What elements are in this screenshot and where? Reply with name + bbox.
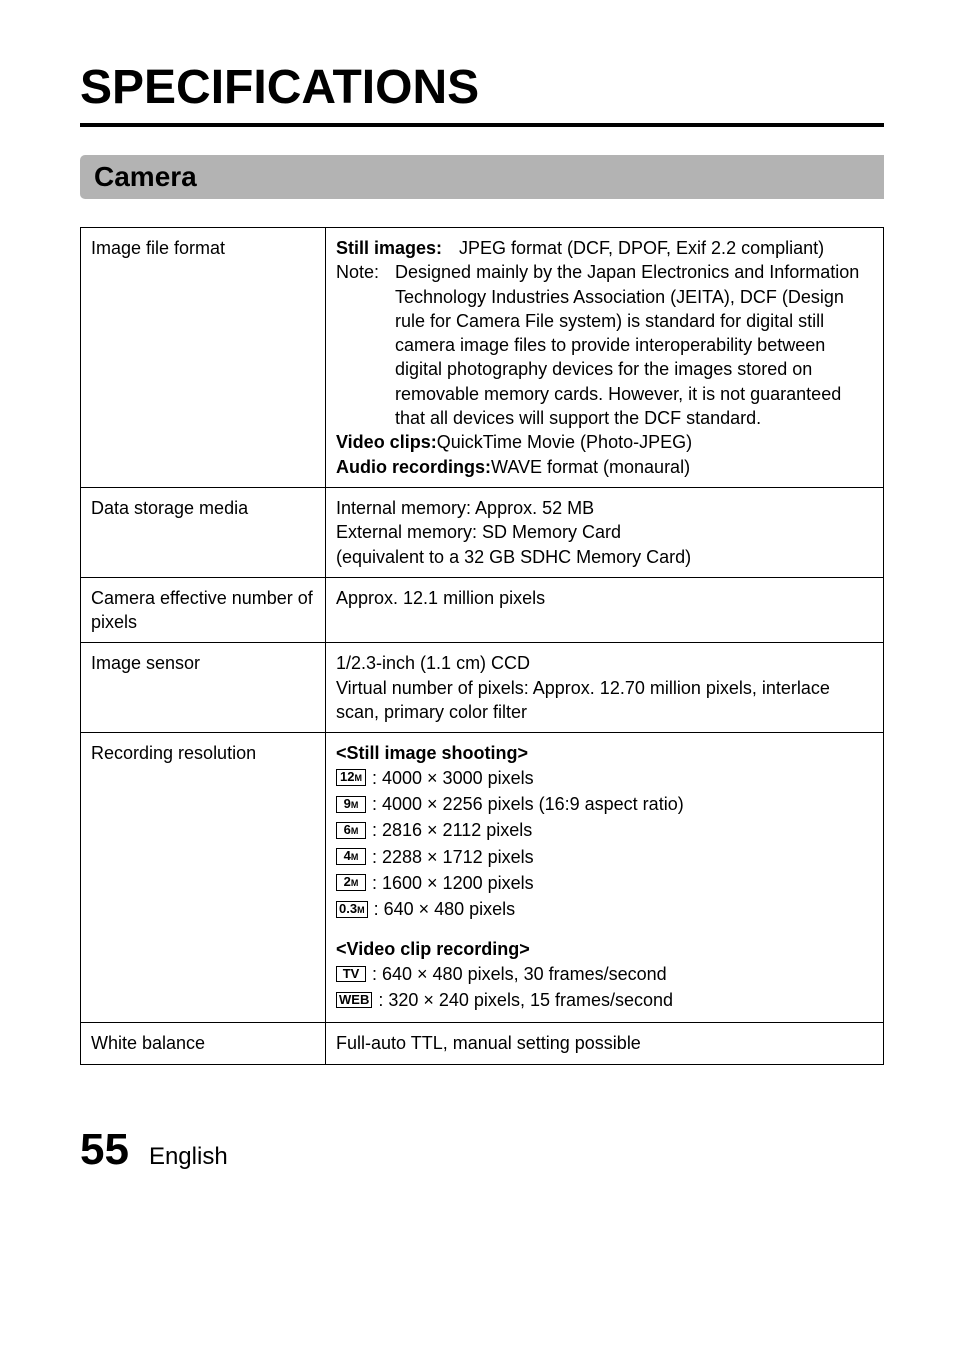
resolution-text: : 640 × 480 pixels, 30 frames/second: [372, 962, 667, 986]
text-line: (equivalent to a 32 GB SDHC Memory Card): [336, 545, 873, 569]
row-value: Full-auto TTL, manual setting possible: [326, 1023, 884, 1064]
resolution-mode-icon: 0.3M: [336, 901, 368, 918]
resolution-mode-icon: 4M: [336, 848, 366, 865]
video-label: Video clips:: [336, 432, 437, 452]
note-prefix: Note:: [336, 260, 390, 284]
resolution-text: : 4000 × 3000 pixels: [372, 766, 534, 790]
resolution-text: : 1600 × 1200 pixels: [372, 871, 534, 895]
text-line: Virtual number of pixels: Approx. 12.70 …: [336, 676, 873, 725]
table-row: Data storage media Internal memory: Appr…: [81, 487, 884, 577]
resolution-line: 9M : 4000 × 2256 pixels (16:9 aspect rati…: [336, 792, 873, 816]
row-value: Internal memory: Approx. 52 MB External …: [326, 487, 884, 577]
table-row: Camera effective number of pixels Approx…: [81, 577, 884, 643]
audio-label: Audio recordings:: [336, 457, 491, 477]
resolution-line: 12M : 4000 × 3000 pixels: [336, 766, 873, 790]
text-line: Internal memory: Approx. 52 MB: [336, 496, 873, 520]
resolution-line: 0.3M : 640 × 480 pixels: [336, 897, 873, 921]
row-value: Still images: JPEG format (DCF, DPOF, Ex…: [326, 228, 884, 488]
page-language: English: [149, 1143, 228, 1171]
row-value: 1/2.3-inch (1.1 cm) CCD Virtual number o…: [326, 643, 884, 733]
row-label: Recording resolution: [81, 733, 326, 1023]
note-body: Designed mainly by the Japan Electronics…: [395, 260, 872, 430]
resolution-text: : 4000 × 2256 pixels (16:9 aspect ratio): [372, 792, 684, 816]
table-row: Recording resolution <Still image shooti…: [81, 733, 884, 1023]
resolution-mode-icon: 12M: [336, 769, 366, 786]
specs-table: Image file format Still images: JPEG for…: [80, 227, 884, 1065]
row-label: Image sensor: [81, 643, 326, 733]
resolution-text: : 2288 × 1712 pixels: [372, 845, 534, 869]
section-header: Camera: [80, 155, 884, 199]
still-value: JPEG format (DCF, DPOF, Exif 2.2 complia…: [459, 236, 872, 260]
row-label: Data storage media: [81, 487, 326, 577]
resolution-line: 4M : 2288 × 1712 pixels: [336, 845, 873, 869]
still-header: <Still image shooting>: [336, 741, 873, 765]
table-row: Image sensor 1/2.3-inch (1.1 cm) CCD Vir…: [81, 643, 884, 733]
resolution-mode-icon: 9M: [336, 796, 366, 813]
page-number: 55: [80, 1125, 129, 1175]
resolution-text: : 2816 × 2112 pixels: [372, 818, 532, 842]
resolution-text: : 320 × 240 pixels, 15 frames/second: [378, 988, 673, 1012]
resolution-mode-icon: 6M: [336, 822, 366, 839]
row-value: <Still image shooting> 12M : 4000 × 3000 …: [326, 733, 884, 1023]
row-label: Camera effective number of pixels: [81, 577, 326, 643]
video-header: <Video clip recording>: [336, 937, 873, 961]
footer: 55 English: [80, 1125, 884, 1175]
video-value: QuickTime Movie (Photo-JPEG): [437, 432, 692, 452]
resolution-line: TV : 640 × 480 pixels, 30 frames/second: [336, 962, 873, 986]
title-rule: [80, 123, 884, 127]
still-label: Still images:: [336, 236, 454, 260]
resolution-line: 6M : 2816 × 2112 pixels: [336, 818, 873, 842]
text-line: 1/2.3-inch (1.1 cm) CCD: [336, 651, 873, 675]
table-row: White balance Full-auto TTL, manual sett…: [81, 1023, 884, 1064]
table-row: Image file format Still images: JPEG for…: [81, 228, 884, 488]
row-label: Image file format: [81, 228, 326, 488]
row-label: White balance: [81, 1023, 326, 1064]
resolution-line: 2M : 1600 × 1200 pixels: [336, 871, 873, 895]
text-line: External memory: SD Memory Card: [336, 520, 873, 544]
resolution-mode-icon: WEB: [336, 992, 372, 1008]
page-title: SPECIFICATIONS: [80, 60, 884, 115]
resolution-mode-icon: TV: [336, 966, 366, 982]
resolution-line: WEB : 320 × 240 pixels, 15 frames/second: [336, 988, 873, 1012]
resolution-mode-icon: 2M: [336, 874, 366, 891]
audio-value: WAVE format (monaural): [491, 457, 690, 477]
resolution-text: : 640 × 480 pixels: [374, 897, 516, 921]
row-value: Approx. 12.1 million pixels: [326, 577, 884, 643]
